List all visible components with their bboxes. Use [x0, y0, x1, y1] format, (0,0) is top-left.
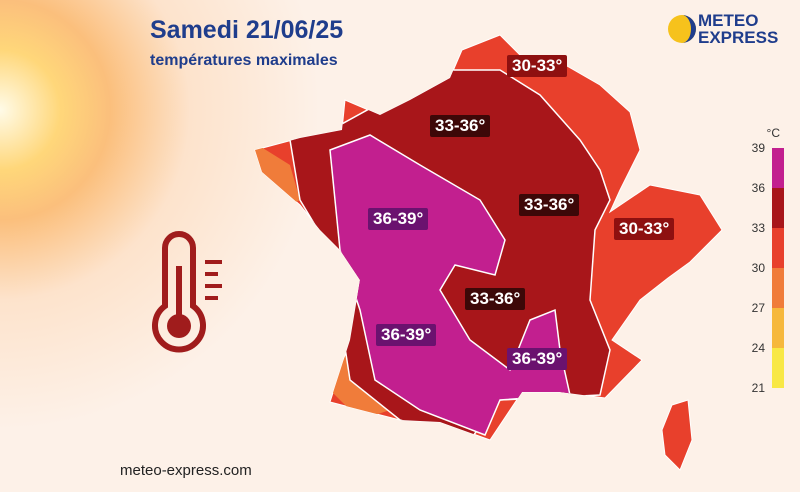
legend-tick: 30: [751, 261, 765, 275]
logo: METEO EXPRESS: [698, 12, 778, 46]
legend-tick: 27: [751, 301, 765, 315]
legend-swatch: [772, 348, 784, 388]
legend-swatch: [772, 308, 784, 348]
zone-label: 33-36°: [519, 194, 580, 216]
zone-label: 30-33°: [507, 55, 568, 77]
legend-unit: °C: [766, 126, 780, 140]
legend: [772, 148, 784, 388]
zone-label: 33-36°: [430, 115, 491, 137]
logo-text: METEO: [698, 11, 759, 30]
zone-label: 36-39°: [376, 324, 437, 346]
logo-text: EXPRESS: [698, 28, 779, 47]
logo-icon: [682, 15, 696, 43]
legend-tick: 39: [751, 141, 765, 155]
corsica: [661, 399, 693, 471]
legend-tick: 36: [751, 181, 765, 195]
legend-tick: 21: [751, 381, 765, 395]
legend-swatch: [772, 148, 784, 188]
legend-swatch: [772, 228, 784, 268]
legend-tick: 33: [751, 221, 765, 235]
thermometer-icon: [152, 231, 222, 353]
zone-label: 36-39°: [368, 208, 429, 230]
legend-swatch: [772, 268, 784, 308]
title: Samedi 21/06/25: [150, 16, 344, 44]
legend-swatch: [772, 188, 784, 228]
website: meteo-express.com: [120, 462, 252, 479]
zone-label: 33-36°: [465, 288, 526, 310]
subtitle: températures maximales: [150, 52, 338, 69]
legend-tick: 24: [751, 341, 765, 355]
logo-icon: [668, 15, 696, 43]
zone-label: 36-39°: [507, 348, 568, 370]
zone-label: 30-33°: [614, 218, 675, 240]
